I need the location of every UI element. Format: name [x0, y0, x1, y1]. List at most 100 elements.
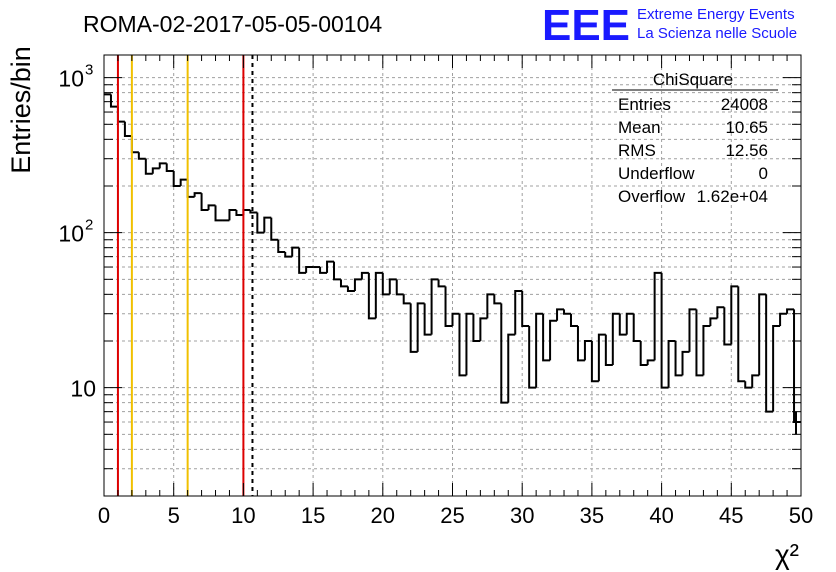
histogram-bin	[535, 312, 544, 388]
histogram-bin	[765, 294, 774, 413]
logo-line-1: Extreme Energy Events	[637, 6, 795, 23]
stats-label: Underflow	[618, 164, 695, 183]
histogram-bin	[360, 271, 369, 280]
histogram-bin	[326, 260, 335, 273]
histogram-bin	[521, 291, 530, 327]
y-tick-label: 10	[58, 66, 84, 92]
histogram-bin	[333, 261, 341, 281]
histogram-bin	[556, 308, 565, 321]
histogram-bin	[137, 152, 146, 160]
histogram-bin	[256, 212, 265, 234]
histogram-bin	[569, 313, 578, 327]
histogram-bin	[486, 293, 495, 319]
histogram-bin	[151, 167, 160, 174]
histogram-bin	[590, 340, 599, 383]
histogram-bin	[395, 279, 404, 296]
histogram-bin	[688, 308, 697, 352]
histogram-bin	[702, 324, 711, 376]
x-tick-label: 0	[98, 503, 110, 528]
y-tick-label: 10	[58, 221, 84, 247]
histogram-bin	[388, 278, 397, 295]
histogram-bin	[472, 313, 481, 342]
histogram-bin	[423, 303, 432, 336]
y-tick-exponent: 3	[85, 62, 93, 79]
histogram-bin	[730, 285, 739, 345]
histogram-bin	[528, 325, 537, 389]
histogram-bin	[116, 106, 125, 123]
histogram-bin	[249, 210, 258, 214]
histogram-bin	[660, 272, 669, 389]
x-axis-label: χ²	[775, 539, 799, 570]
histogram-bin	[416, 302, 425, 352]
axis-ticks	[103, 55, 802, 497]
histogram-bin	[625, 312, 634, 335]
histogram-bin	[500, 303, 509, 404]
histogram-bin	[130, 136, 139, 154]
histogram-bin	[786, 308, 795, 314]
histogram-bin	[618, 313, 627, 336]
eee-logo: EEE	[542, 1, 630, 50]
histogram-bin	[514, 290, 523, 335]
histogram-bin	[172, 170, 181, 187]
histogram-bin	[109, 94, 118, 108]
histogram-bin	[179, 178, 188, 186]
histogram-bin	[465, 312, 474, 376]
cut-lines	[116, 55, 254, 496]
histogram-bin	[709, 317, 718, 326]
histogram-bin	[604, 334, 613, 367]
histogram-bin	[200, 193, 209, 212]
histogram-bin	[444, 286, 453, 327]
x-tick-label: 45	[719, 503, 743, 528]
stats-label: Mean	[618, 118, 661, 137]
logo-line-2: La Scienza nelle Scuole	[637, 25, 797, 42]
x-tick-label: 10	[231, 503, 255, 528]
histogram-bin	[507, 333, 516, 403]
stats-value: 0	[759, 164, 768, 183]
histogram-bin	[653, 271, 662, 361]
chart-title: ROMA-02-2017-05-05-00104	[83, 11, 382, 37]
histogram-bin	[207, 204, 216, 211]
x-tick-label: 35	[580, 503, 604, 528]
histogram-bin	[772, 324, 781, 412]
histogram-bin	[235, 210, 244, 216]
histogram-bin	[346, 286, 355, 293]
histogram-bin	[549, 319, 558, 361]
histogram-bin	[305, 266, 314, 273]
histogram-bin	[542, 313, 551, 362]
stats-value: 1.62e+04	[697, 187, 768, 206]
histogram-bin	[458, 313, 467, 377]
histogram-bin	[451, 312, 460, 326]
histogram-bin	[723, 307, 732, 346]
histogram-bin	[576, 325, 585, 362]
y-tick-exponent: 2	[85, 217, 93, 234]
histogram-bin	[339, 279, 348, 288]
stats-label: Entries	[618, 95, 671, 114]
histogram-bin	[158, 162, 167, 169]
stats-box: ChiSquare Entries 24008 Mean 10.65 RMS 1…	[612, 70, 778, 206]
histogram-bin	[681, 350, 690, 376]
histogram-bin	[402, 294, 411, 305]
histogram-bin	[409, 303, 418, 353]
y-axis-label: Entries/bin	[6, 46, 36, 174]
stats-value: 24008	[721, 95, 768, 114]
histogram-bin	[611, 312, 620, 366]
histogram-bin	[751, 374, 760, 388]
histogram-bin	[284, 252, 293, 258]
histogram-bin	[716, 306, 725, 319]
histogram-bin	[277, 239, 286, 254]
chart-grid	[104, 55, 801, 497]
histogram-bin	[758, 293, 767, 376]
x-tick-label: 25	[440, 503, 464, 528]
histogram-bin	[563, 309, 571, 315]
x-tick-label: 5	[168, 503, 180, 528]
histogram-bin	[779, 312, 788, 326]
histogram-bin	[479, 317, 488, 341]
histogram-bin	[263, 216, 272, 233]
histogram-bin	[270, 217, 279, 241]
histogram-bin	[583, 339, 592, 361]
histogram-bin	[298, 247, 307, 274]
histogram-bin	[695, 309, 704, 377]
histogram-bin	[493, 294, 502, 305]
x-tick-label: 30	[510, 503, 534, 528]
histogram-bin	[737, 286, 746, 383]
